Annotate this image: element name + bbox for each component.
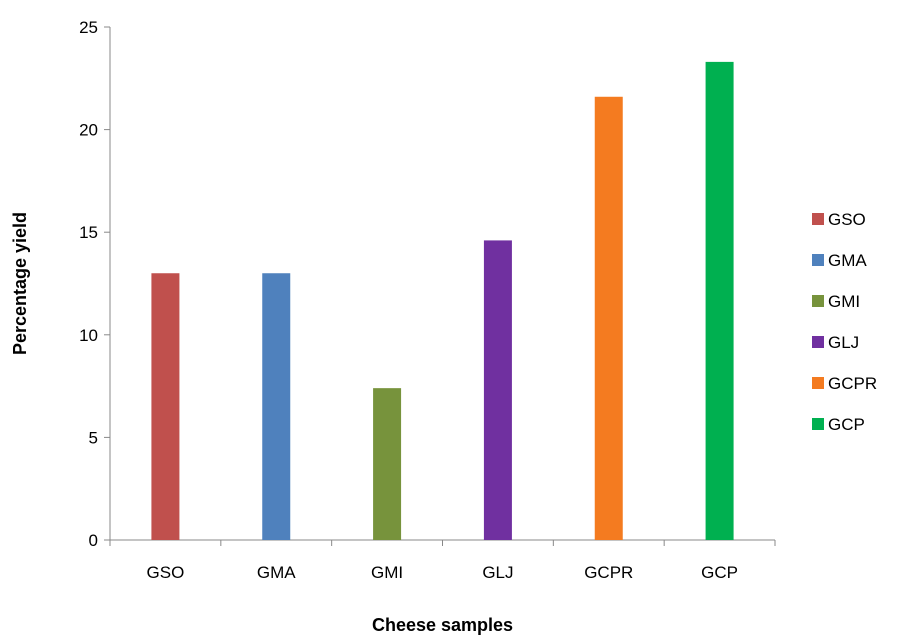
x-tick-label: GMA <box>257 563 296 582</box>
legend-swatch-gso <box>812 213 824 225</box>
bar-gcpr <box>594 96 623 540</box>
legend-label-gcpr: GCPR <box>828 374 877 393</box>
y-axis: 0 5 10 15 20 25 <box>79 18 111 550</box>
legend-swatch-gmi <box>812 295 824 307</box>
legend-label-gso: GSO <box>828 210 866 229</box>
legend-label-gcp: GCP <box>828 415 865 434</box>
x-axis-title: Cheese samples <box>372 615 513 635</box>
y-tick-label: 20 <box>79 121 98 140</box>
x-tick-label: GCPR <box>584 563 633 582</box>
bar-gmi <box>373 388 402 540</box>
bar-glj <box>483 240 512 540</box>
x-tick-label: GSO <box>147 563 185 582</box>
x-axis: GSO GMA GMI GLJ GCPR GCP <box>109 539 776 582</box>
legend-swatch-gcpr <box>812 377 824 389</box>
bar-gso <box>151 273 180 540</box>
y-tick-label: 15 <box>79 223 98 242</box>
x-tick-label: GLJ <box>482 563 513 582</box>
bars <box>151 61 734 540</box>
bar-gcp <box>705 61 734 540</box>
y-tick-label: 25 <box>79 18 98 37</box>
bar-gma <box>262 273 291 540</box>
legend-label-gma: GMA <box>828 251 867 270</box>
legend-label-glj: GLJ <box>828 333 859 352</box>
y-tick-label: 10 <box>79 326 98 345</box>
legend: GSO GMA GMI GLJ GCPR GCP <box>812 210 877 434</box>
x-tick-label: GCP <box>701 563 738 582</box>
y-axis-title: Percentage yield <box>10 212 30 355</box>
legend-swatch-gcp <box>812 418 824 430</box>
y-tick-label: 5 <box>89 428 98 447</box>
x-tick-label: GMI <box>371 563 403 582</box>
legend-label-gmi: GMI <box>828 292 860 311</box>
legend-swatch-gma <box>812 254 824 266</box>
legend-swatch-glj <box>812 336 824 348</box>
y-tick-label: 0 <box>89 531 98 550</box>
